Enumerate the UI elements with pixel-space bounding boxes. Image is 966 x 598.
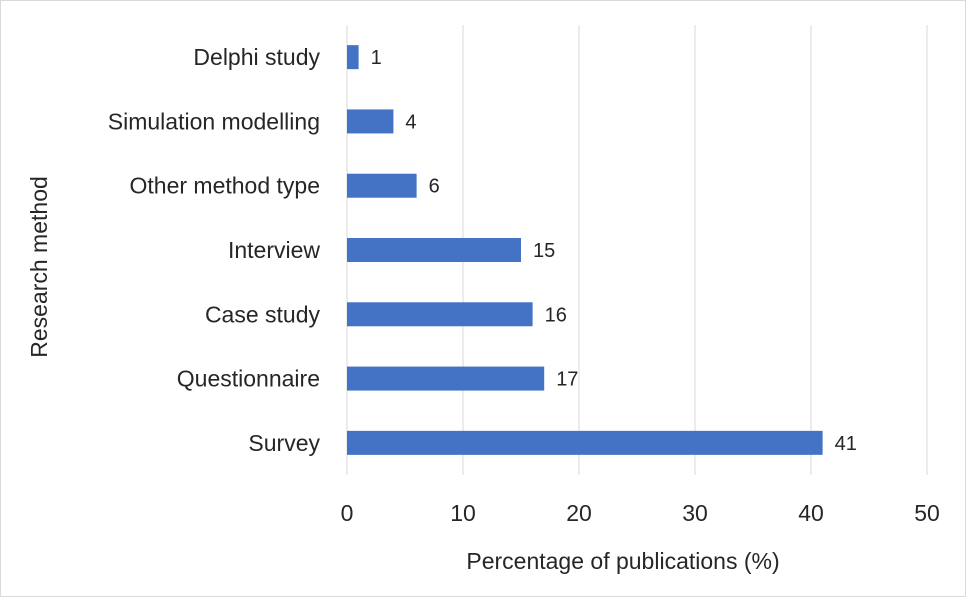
y-axis-title: Research method xyxy=(26,176,52,358)
bar xyxy=(347,109,394,134)
category-label: Delphi study xyxy=(193,44,320,70)
category-label: Interview xyxy=(228,237,320,263)
bar xyxy=(347,173,417,198)
data-labels: 1 4 6 15 16 17 41 xyxy=(371,47,857,455)
bar xyxy=(347,430,823,455)
data-label: 41 xyxy=(835,433,857,455)
category-label: Other method type xyxy=(130,173,321,199)
x-tick-labels: 0 10 20 30 40 50 xyxy=(341,500,940,526)
data-label: 16 xyxy=(545,304,567,326)
bar xyxy=(347,302,533,327)
x-tick-label: 10 xyxy=(450,500,476,526)
x-tick-label: 0 xyxy=(341,500,354,526)
x-tick-label: 50 xyxy=(914,500,940,526)
x-axis-title: Percentage of publications (%) xyxy=(466,548,779,574)
category-label: Survey xyxy=(248,430,320,456)
bar xyxy=(347,45,359,70)
data-label: 15 xyxy=(533,240,555,262)
x-tick-label: 40 xyxy=(798,500,824,526)
data-label: 1 xyxy=(371,47,382,69)
bars xyxy=(347,45,823,455)
bar xyxy=(347,238,521,262)
x-tick-label: 30 xyxy=(682,500,708,526)
category-label: Case study xyxy=(205,301,321,327)
category-label: Simulation modelling xyxy=(108,108,320,134)
x-tick-label: 20 xyxy=(566,500,592,526)
gridlines xyxy=(346,25,928,475)
category-labels: Delphi study Simulation modelling Other me… xyxy=(108,44,321,456)
data-label: 6 xyxy=(429,176,440,198)
category-label: Questionnaire xyxy=(177,366,320,392)
bar xyxy=(347,366,545,391)
data-label: 4 xyxy=(405,111,416,133)
data-label: 17 xyxy=(556,369,578,391)
